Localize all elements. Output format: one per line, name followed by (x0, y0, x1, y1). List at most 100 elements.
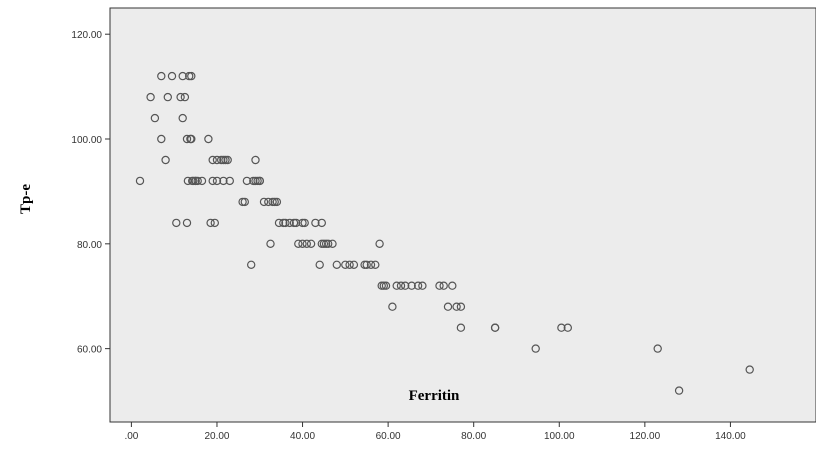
data-point (219, 176, 228, 186)
y-tick-label: 80.00 (77, 240, 102, 251)
data-point (315, 260, 324, 269)
data-point (210, 218, 219, 228)
data-point (366, 260, 376, 269)
data-point (146, 92, 155, 102)
data-point (264, 197, 273, 207)
data-point (172, 218, 181, 228)
data-point (311, 218, 320, 228)
data-point (349, 260, 359, 269)
data-point (281, 218, 290, 228)
data-point (246, 260, 256, 269)
x-tick-label: .00 (124, 431, 138, 442)
y-axis: 60.00 80.00 100.00 120.00 (71, 30, 110, 356)
data-point (341, 260, 350, 269)
data-point (381, 281, 391, 290)
data-point (253, 176, 262, 186)
y-tick-label: 120.00 (71, 30, 102, 41)
data-point (332, 260, 341, 269)
data-point (272, 197, 282, 207)
data-point (178, 113, 187, 123)
data-point (270, 197, 279, 207)
data-point (180, 92, 190, 102)
data-point (291, 218, 301, 228)
data-point (157, 134, 166, 144)
y-tick-label: 60.00 (77, 345, 102, 356)
data-point (212, 155, 222, 165)
data-point (653, 344, 662, 353)
data-point (396, 281, 406, 290)
data-point (439, 281, 448, 290)
x-tick-label: 60.00 (376, 431, 401, 442)
data-point (563, 323, 573, 332)
y-tick-label: 100.00 (71, 135, 102, 146)
data-point (745, 365, 754, 374)
data-point (388, 302, 397, 311)
data-point (345, 260, 354, 269)
data-point (401, 281, 410, 290)
data-point (306, 239, 316, 248)
data-point (238, 197, 247, 207)
data-point (240, 197, 249, 207)
data-point (300, 218, 309, 228)
x-axis: .00 20.00 40.00 60.00 80.00 100.00 120.00 140.0… (124, 422, 746, 442)
data-point (189, 176, 198, 186)
data-point (443, 302, 453, 311)
data-point (163, 92, 172, 102)
data-point (285, 218, 294, 228)
data-point (392, 281, 401, 290)
data-point (328, 239, 337, 248)
plot-area (109, 7, 816, 423)
data-point (167, 71, 177, 81)
data-point (193, 176, 202, 186)
data-point (135, 176, 145, 186)
data-point (206, 218, 215, 228)
data-point (294, 239, 303, 248)
data-point (456, 302, 466, 311)
data-point (249, 176, 258, 186)
data-point (182, 218, 192, 228)
x-axis-title: Ferritin (409, 388, 460, 404)
x-tick-label: 80.00 (461, 431, 486, 442)
data-point (204, 134, 213, 144)
x-tick-label: 40.00 (290, 431, 315, 442)
x-tick-label: 120.00 (630, 431, 661, 442)
data-point (557, 323, 566, 332)
data-point (452, 302, 461, 311)
data-point (362, 260, 371, 269)
data-point (435, 281, 444, 290)
data-point (448, 281, 457, 290)
data-point (274, 218, 284, 228)
data-point (225, 176, 234, 186)
data-point (221, 155, 230, 165)
data-point (197, 176, 207, 186)
data-point (298, 218, 307, 228)
data-point (379, 281, 388, 290)
x-tick-label: 20.00 (204, 431, 229, 442)
data-point (216, 155, 226, 165)
data-point (266, 239, 275, 248)
data-point (375, 239, 384, 248)
data-point (255, 176, 264, 186)
data-point (223, 155, 232, 165)
data-point (212, 176, 222, 186)
data-point (317, 218, 326, 228)
data-point (176, 92, 185, 102)
data-point (456, 323, 466, 332)
data-point (178, 71, 187, 81)
data-point (413, 281, 423, 290)
data-point (208, 176, 217, 186)
data-point (259, 197, 269, 207)
data-point (319, 239, 329, 248)
data-point (161, 155, 170, 165)
data-point (407, 281, 416, 290)
data-point (251, 155, 260, 165)
data-point (157, 71, 166, 81)
data-point (418, 281, 427, 290)
data-point (371, 260, 380, 269)
data-point (324, 239, 333, 248)
x-tick-label: 140.00 (715, 431, 746, 442)
data-point (490, 323, 500, 332)
data-point (187, 134, 196, 144)
